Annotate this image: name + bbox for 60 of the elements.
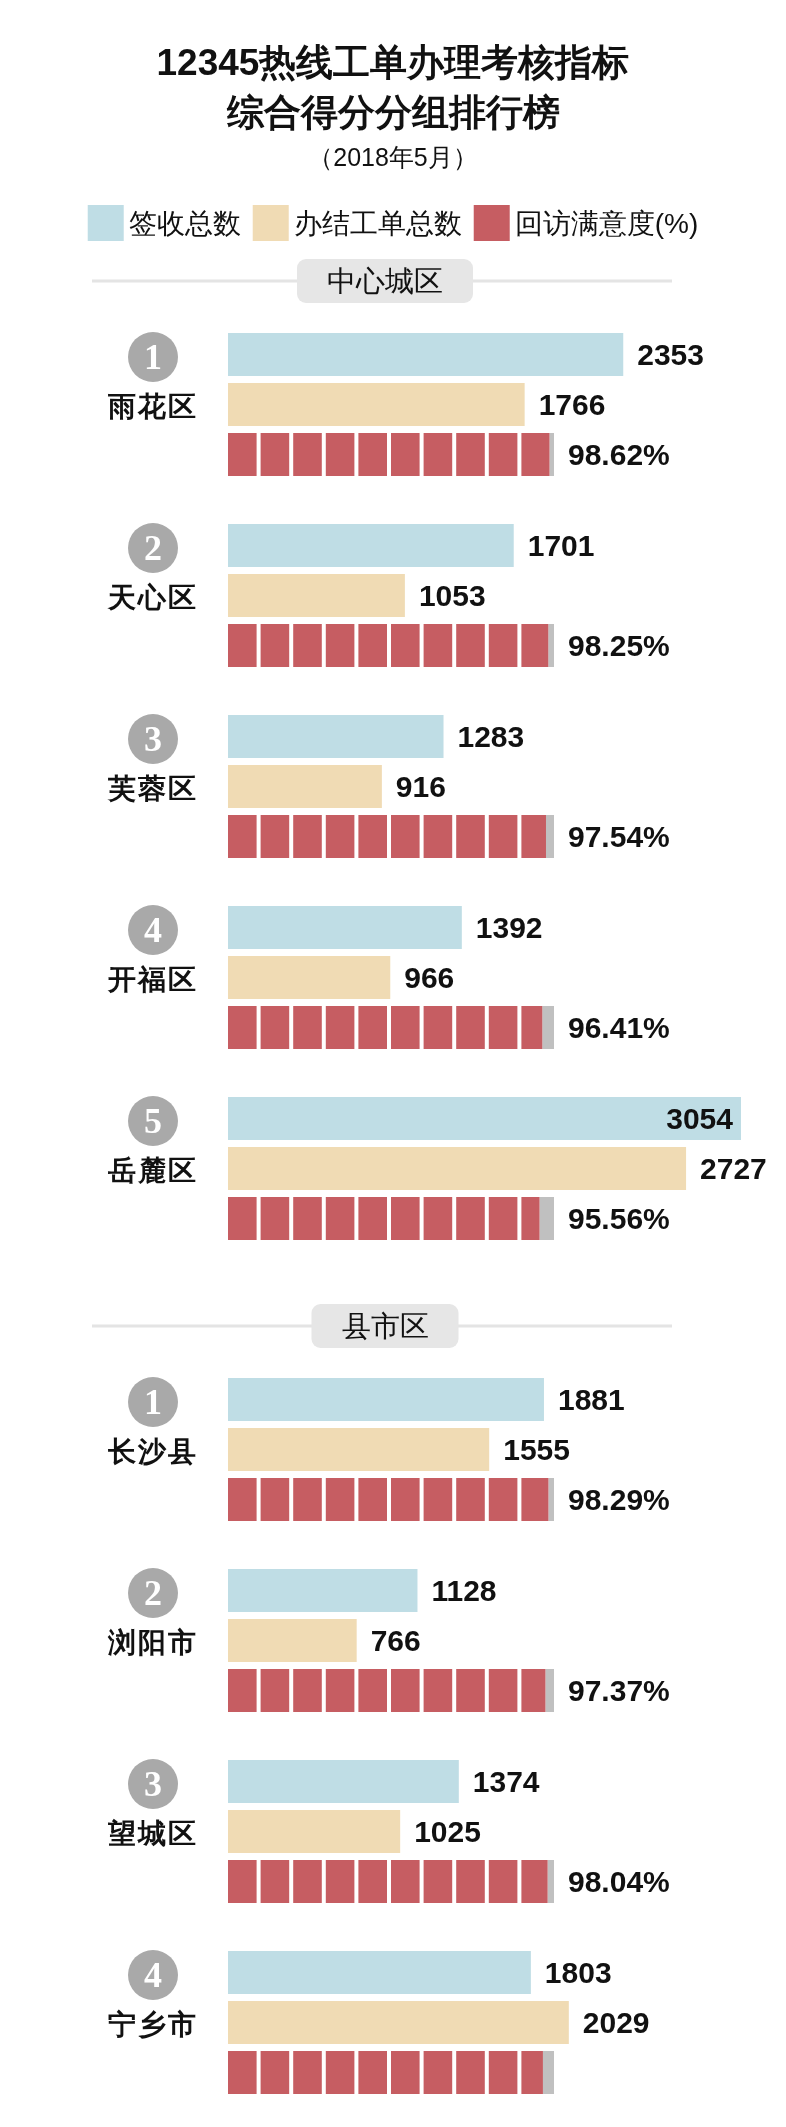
- y-axis-title: 县市区: [341, 1310, 429, 1342]
- bar: [228, 765, 382, 808]
- bar: [228, 1810, 401, 1853]
- bar: [228, 715, 444, 758]
- bar: [228, 1760, 459, 1803]
- y-tick-label: 1 长沙县: [107, 1382, 198, 1467]
- bar: [228, 1147, 687, 1190]
- data-label: 3054: [666, 1102, 734, 1135]
- bar: [228, 333, 624, 376]
- bar: [228, 1378, 544, 1421]
- data-label: 1881: [557, 1383, 625, 1416]
- y-tick-label: 4 宁乡市: [108, 1955, 198, 2040]
- data-label: 2727: [700, 1152, 767, 1185]
- data-label: 1374: [472, 1765, 540, 1798]
- bar: [228, 1951, 531, 1994]
- bar: [228, 1097, 741, 1140]
- data-label: 1803: [544, 1956, 612, 1989]
- data-label: 2353: [637, 338, 704, 371]
- bar: [228, 1619, 357, 1662]
- data-label: 97.54%: [568, 820, 670, 853]
- legend-label: 办结工单总数: [293, 207, 462, 239]
- data-label: 1283: [457, 720, 525, 753]
- data-label: 2029: [582, 2006, 650, 2039]
- data-label: 966: [404, 961, 455, 994]
- bar: [228, 524, 514, 567]
- data-label: 97.37%: [568, 1674, 670, 1707]
- chart-title: 12345热线工单办理考核指标综合得分分组排行榜: [156, 42, 630, 133]
- data-label: 95.56%: [568, 1202, 670, 1235]
- data-label: 1392: [475, 911, 543, 944]
- data-label: 98.29%: [568, 1483, 670, 1516]
- bar: [228, 1428, 490, 1471]
- y-tick-label: 4 开福区: [107, 910, 198, 995]
- data-label: 98.62%: [568, 438, 670, 471]
- y-tick-label: 1 雨花区: [107, 337, 198, 422]
- data-label: 1053: [418, 579, 486, 612]
- bar: [228, 956, 391, 999]
- bar: [228, 906, 462, 949]
- bar: [228, 574, 405, 617]
- data-label: 96.41%: [568, 1011, 670, 1044]
- data-label: 98.25%: [568, 629, 670, 662]
- y-tick-label: 3 芙蓉区: [107, 719, 198, 804]
- chart-subtitle: （2018年5月）: [308, 143, 478, 171]
- data-label: 1701: [527, 529, 595, 562]
- data-label: 98.04%: [568, 1865, 670, 1898]
- data-label: 1555: [503, 1433, 570, 1466]
- data-label: 1128: [431, 1574, 497, 1607]
- bar: [228, 2001, 569, 2044]
- data-label: 1025: [414, 1815, 481, 1848]
- y-tick-label: 2 天心区: [107, 528, 198, 613]
- data-label: 1766: [538, 388, 606, 421]
- y-tick-label: 5 岳麓区: [107, 1101, 198, 1186]
- bar: [228, 1569, 418, 1612]
- y-tick-label: 3 望城区: [107, 1764, 198, 1849]
- data-label: 766: [370, 1624, 421, 1657]
- bar: [228, 383, 525, 426]
- y-tick-label: 2 浏阳市: [107, 1573, 198, 1658]
- data-label: 916: [395, 770, 446, 803]
- legend-label: 回访满意度(%): [514, 207, 699, 239]
- y-axis-title: 中心城区: [327, 265, 443, 297]
- legend-label: 签收总数: [128, 207, 241, 239]
